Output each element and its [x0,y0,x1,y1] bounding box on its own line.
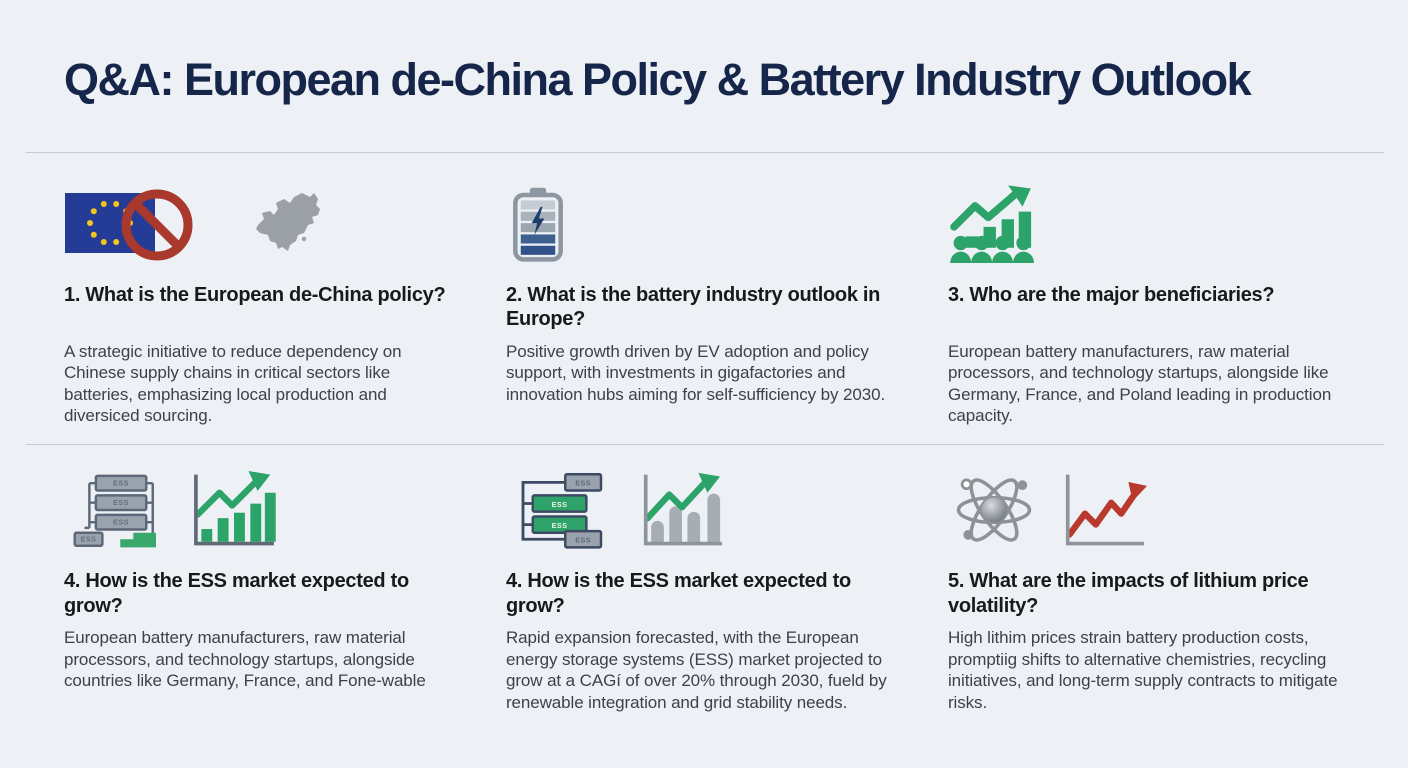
ess-label: ESS [81,535,97,544]
volatility-line-chart-icon [1065,475,1148,546]
qa-item-3: 3. Who are the major beneficiaries? Euro… [948,185,1343,427]
ess-label: ESS [113,518,129,527]
qa-item-6-question: 5. What are the impacts of lithium price… [948,570,1309,617]
qa-item-2: 2. What is the battery industry outlook … [506,185,901,427]
qa-item-3-answer: European battery manufacturers, raw mate… [948,341,1332,425]
qa-item-5-question: 4. How is the ESS market expected to gro… [506,570,851,617]
qa-item-4: ESS ESS ESS ESS [64,471,459,713]
qa-row-2: ESS ESS ESS ESS [0,471,1408,713]
qa-item-6-icons [948,471,1343,549]
electrons [960,478,1028,541]
eu-flag-no-entry-icon [65,189,193,261]
ess-label: ESS [575,479,591,488]
arrow-head [1128,482,1148,502]
qa-item-4-icons: ESS ESS ESS ESS [64,471,459,549]
page-title: Q&A: European de-China Policy & Battery … [64,54,1252,105]
arrow-head [248,471,271,492]
ess-label: ESS [575,536,591,545]
green-bar-chart-icon [194,471,276,546]
green-module [120,533,156,548]
qa-item-5-icons: ESS ESS ESS ESS [506,471,901,549]
qa-item-5: ESS ESS ESS ESS [506,471,901,713]
qa-item-1-answer: A strategic initiative to reduce depende… [64,341,402,425]
no-entry-sign [121,189,193,261]
battery-charging-icon [513,187,563,262]
qa-item-3-icons [948,185,1343,263]
arrow-head [698,473,721,494]
qa-item-2-answer: Positive growth driven by EV adoption an… [506,341,886,404]
chart-axes [643,475,722,546]
chart-axes [194,475,274,546]
qa-item-1: 1. What is the European de-China policy?… [64,185,459,427]
ess-label: ESS [113,479,129,488]
qa-item-3-question: 3. Who are the major beneficiaries? [948,283,1275,306]
qa-item-4-answer: European battery manufacturers, raw mate… [64,628,426,691]
qa-item-2-icons [506,185,901,263]
ess-label: ESS [552,500,568,509]
qa-item-4-question: 4. How is the ESS market expected to gro… [64,570,409,617]
china-map-icon [256,192,320,251]
qa-item-6: 5. What are the impacts of lithium price… [948,471,1343,713]
ess-rack-icon: ESS ESS ESS ESS [73,475,156,548]
qa-item-1-icons [64,185,459,263]
atom-icon [956,478,1032,543]
qa-item-6-answer: High lithim prices strain battery produc… [948,628,1338,712]
divider-top [26,151,1384,153]
ess-flowchart-icon: ESS ESS ESS ESS [521,473,603,549]
qa-item-5-answer: Rapid expansion forecasted, with the Eur… [506,628,887,712]
bar-chart-up-arrow-icon [643,473,722,546]
arrow-head [1008,185,1031,207]
people-growth-chart-icon [950,185,1034,263]
ess-label: ESS [552,521,568,530]
chart-axes [1065,475,1144,546]
divider-middle [26,444,1384,446]
lightning-bolt-icon [531,206,545,235]
qa-item-2-question: 2. What is the battery industry outlook … [506,283,881,331]
qa-item-1-question: 1. What is the European de-China policy? [64,283,446,306]
qa-row-1: 1. What is the European de-China policy?… [0,185,1408,427]
ess-label: ESS [113,499,129,508]
